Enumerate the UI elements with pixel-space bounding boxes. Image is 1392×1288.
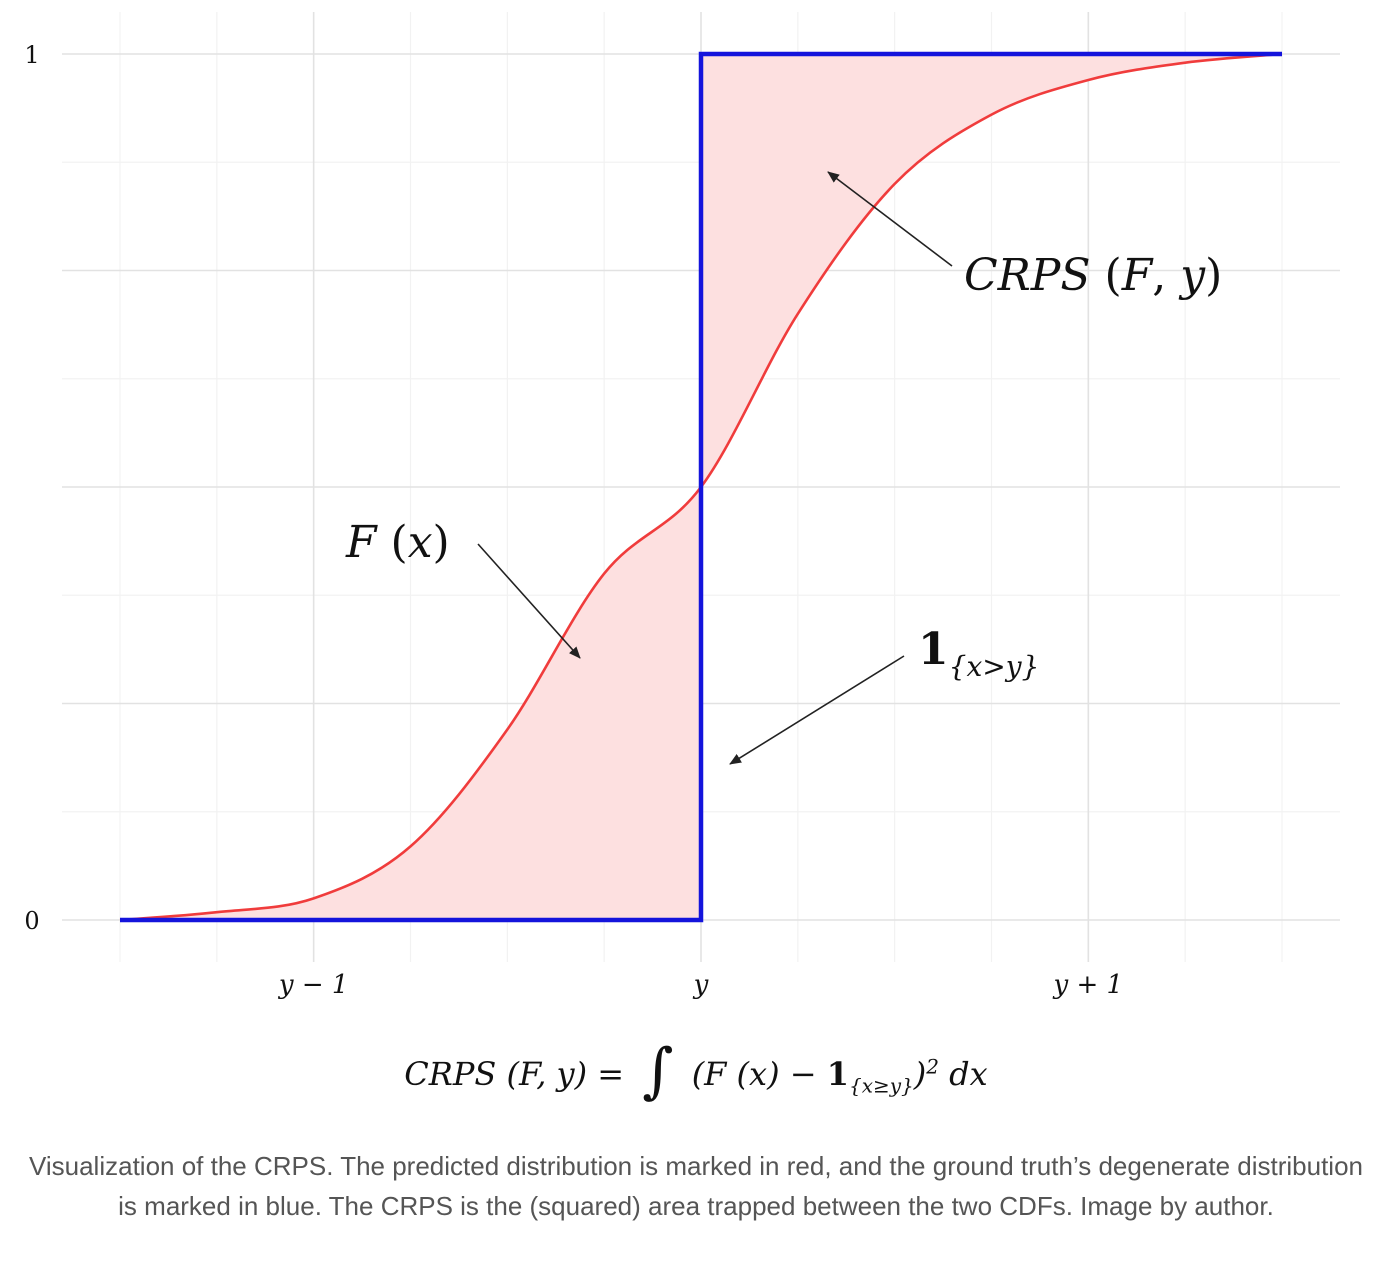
x-tick-label: y − 1 <box>278 970 349 1000</box>
series-layer <box>119 51 1283 923</box>
annotation-part: , <box>1152 250 1180 301</box>
y-tick-label: 1 <box>24 41 39 69</box>
formula-indicator-sub: {x≥y} <box>848 1073 914 1098</box>
crps-annotation: CRPS (F, y) <box>964 250 1222 301</box>
annotations: CRPS (F, y) F (x) 1{x>y} <box>345 171 1222 765</box>
observation-cdf-line <box>120 51 1282 923</box>
y-tick-label: 0 <box>24 907 39 935</box>
annotation-part: ( <box>377 517 408 568</box>
annotation-part: y <box>1178 250 1206 301</box>
annotation-part: x <box>408 517 433 568</box>
integral-sign: ∫ <box>642 1036 674 1106</box>
formula-lhs: CRPS (F, y) = <box>404 1055 625 1093</box>
annotation-part: ( <box>1091 250 1122 301</box>
figure-caption: Visualization of the CRPS. The predicted… <box>28 1151 1363 1221</box>
indicator-arrow <box>729 655 905 765</box>
formula-power: 2 <box>926 1054 939 1079</box>
formula-close: ) <box>913 1055 927 1093</box>
tick-labels: y − 1 y y + 1 0 1 <box>24 41 1123 1000</box>
annotation-part: F <box>345 517 378 568</box>
x-tick-label: y <box>693 970 709 1000</box>
fx-arrow <box>477 543 581 659</box>
fx-annotation: F (x) <box>345 517 450 568</box>
annotation-part: 1 <box>918 624 949 675</box>
formula-indicator: 1 <box>826 1055 849 1093</box>
crps-formula: CRPS (F, y) = ∫ (F (x) − 1{x≥y})2 dx <box>0 1030 1392 1106</box>
annotation-part: ) <box>433 517 450 568</box>
x-tick-label: y + 1 <box>1053 970 1124 1000</box>
formula-dx: dx <box>949 1055 988 1093</box>
indicator-annotation: 1{x>y} <box>918 624 1039 683</box>
annotation-part: {x>y} <box>949 650 1040 683</box>
crps-arrow <box>827 171 953 267</box>
formula-body-start: (F (x) − <box>691 1055 817 1093</box>
annotation-part: CRPS <box>964 250 1091 301</box>
annotation-part: F <box>1121 250 1154 301</box>
annotation-part: ) <box>1205 250 1222 301</box>
